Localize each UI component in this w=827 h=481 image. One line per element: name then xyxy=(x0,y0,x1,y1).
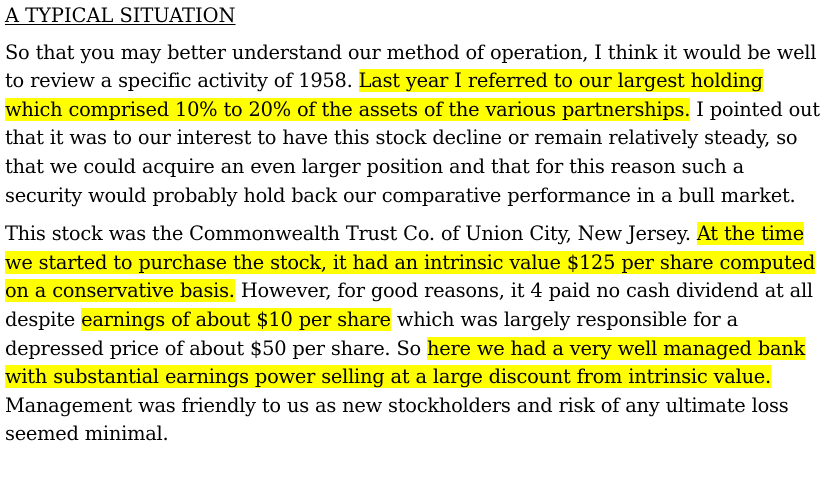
paragraph-1: So that you may better understand our me… xyxy=(5,39,820,211)
paragraph-2: This stock was the Commonwealth Trust Co… xyxy=(5,220,820,449)
document-page: A TYPICAL SITUATION So that you may bett… xyxy=(5,2,820,459)
p2-sentence-1: This stock was the Commonwealth Trust Co… xyxy=(5,222,691,246)
p2-sentence-3a: However, for good reasons, it 4 paid no … xyxy=(5,279,813,331)
p2-sentence-5: Management was friendly to us as new sto… xyxy=(5,393,789,446)
p1-sentence-3: I pointed out that it was to our interes… xyxy=(5,97,820,207)
p2-highlight-2: earnings of about $10 per share xyxy=(81,307,391,331)
p2-sentence-3b: which was largely responsible for a depr… xyxy=(5,307,738,360)
section-heading: A TYPICAL SITUATION xyxy=(5,4,236,27)
p1-sentence-1: So that you may better understand our me… xyxy=(5,40,817,93)
